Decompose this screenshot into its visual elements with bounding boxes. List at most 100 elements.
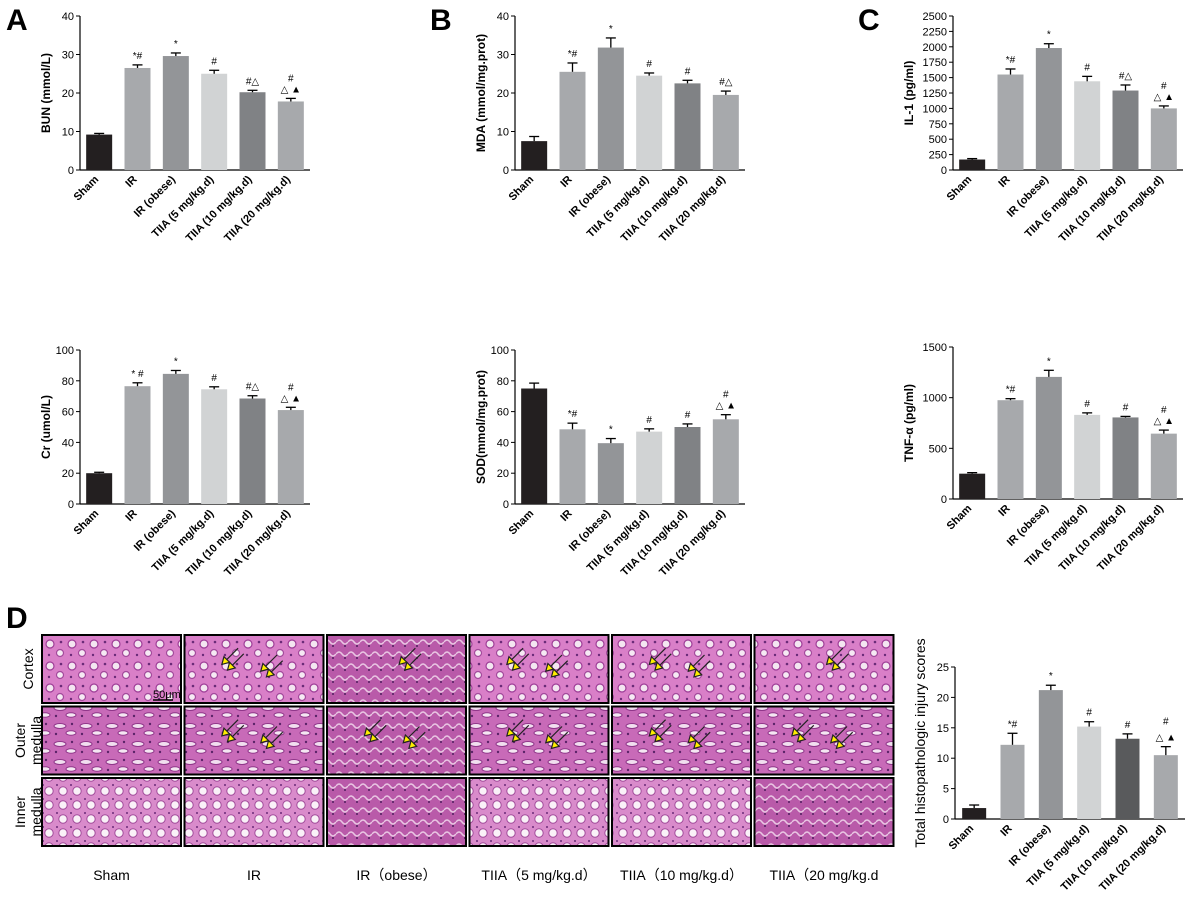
chart-il1: 0 250 500 750 1000 1250 1500 1750 2000 2250 2500 IL…: [902, 11, 1183, 245]
lesion-arrow-icon: [648, 719, 672, 743]
category-label: IR: [996, 503, 1012, 519]
category-label: TIIA (20 mg/kg.d): [1097, 822, 1168, 893]
lesion-arrow-icon: [398, 647, 422, 671]
y-tick-label: 0: [503, 165, 509, 177]
bar: [201, 389, 228, 504]
bar: [597, 443, 624, 504]
category-label: Sham: [507, 507, 537, 537]
y-axis-label: IL-1 (pg/ml): [902, 61, 916, 126]
y-tick-label: 500: [929, 443, 947, 455]
y-tick-label: 100: [56, 345, 74, 357]
lesion-arrow-icon: [790, 719, 815, 743]
histology-row-label: Cortex: [20, 648, 36, 689]
panel-label-a: A: [6, 4, 28, 37]
y-tick-label: 80: [497, 376, 509, 388]
y-tick-label: 30: [497, 50, 509, 62]
y-tick-label: 1000: [923, 393, 947, 405]
y-tick-label: 0: [503, 499, 509, 511]
panel-label-b: B: [430, 4, 452, 37]
bar: [239, 398, 266, 504]
y-tick-label: 20: [937, 692, 949, 704]
histology-row-label: Outermedulla: [12, 716, 44, 765]
y-tick-label: 1500: [923, 342, 947, 354]
y-tick-label: 1250: [923, 88, 947, 100]
bar: [86, 473, 113, 504]
significance-mark: *#: [568, 409, 578, 420]
y-tick-label: 0: [68, 165, 74, 177]
significance-mark: #: [646, 59, 652, 70]
significance-mark: △ ▲: [281, 393, 301, 404]
y-tick-label: 40: [62, 437, 74, 449]
lesion-arrow-icon: [687, 726, 711, 750]
bar: [636, 431, 663, 504]
y-tick-label: 2000: [923, 42, 947, 54]
y-tick-label: 1500: [923, 73, 947, 85]
bar: [86, 134, 113, 170]
y-tick-label: 0: [68, 499, 74, 511]
lesion-arrow-icon: [363, 719, 387, 743]
histology-column-label: TIIA（5 mg/kg.d）: [481, 867, 596, 883]
significance-mark: #: [723, 390, 729, 401]
significance-mark: *#: [1006, 385, 1016, 396]
significance-mark: *#: [1008, 719, 1018, 730]
bar: [559, 71, 586, 170]
lesion-arrow-icon: [505, 647, 530, 671]
y-axis-label: Total histopathologic injury scores: [912, 638, 928, 847]
significance-mark: #: [1123, 402, 1129, 413]
y-tick-label: 40: [497, 11, 509, 23]
bar: [1115, 738, 1140, 819]
histology-tile: [468, 777, 610, 847]
category-label: TIIA (10 mg/kg.d): [1057, 173, 1128, 244]
bar: [712, 419, 739, 504]
bar: [521, 141, 548, 170]
row-label-line: Outer: [12, 723, 28, 758]
category-label: TIIA (10 mg/kg.d): [619, 173, 690, 244]
scale-bar-label: 50μm: [153, 689, 181, 701]
panel-label-d: D: [6, 602, 28, 635]
bar: [124, 67, 151, 170]
bar: [559, 429, 586, 504]
lesion-arrow-icon: [829, 726, 854, 750]
category-label: IR: [123, 508, 139, 524]
y-tick-label: 10: [937, 753, 949, 765]
y-axis-label: TNF-α (pg/ml): [902, 384, 916, 462]
y-tick-label: 2500: [923, 11, 947, 23]
significance-mark: #: [211, 373, 217, 384]
y-tick-label: 1000: [923, 103, 947, 115]
lesion-arrow-icon: [687, 654, 711, 678]
bar: [1000, 744, 1025, 819]
y-tick-label: 100: [491, 345, 509, 357]
significance-mark: *#: [568, 49, 578, 60]
category-label: Sham: [945, 502, 975, 532]
significance-mark: *: [1049, 671, 1053, 682]
significance-mark: #: [685, 410, 691, 421]
category-label: TIIA (20 mg/kg.d): [657, 173, 728, 244]
significance-mark: #: [1161, 81, 1167, 92]
y-axis-label: MDA (mmol/mg.prot): [474, 34, 488, 152]
row-label-line: medulla: [28, 716, 44, 765]
row-label-line: medulla: [28, 787, 44, 836]
significance-mark: * #: [131, 369, 144, 380]
significance-mark: *: [174, 39, 178, 50]
lesion-arrow-icon: [259, 654, 284, 678]
category-label: TIIA (20 mg/kg.d): [222, 507, 293, 578]
lesion-arrow-icon: [648, 647, 672, 671]
category-label: TIIA (10 mg/kg.d): [1057, 502, 1128, 573]
bar: [201, 73, 228, 170]
histology-tile: [753, 705, 895, 776]
histology-tile: [41, 777, 182, 847]
significance-mark: *: [1047, 356, 1051, 367]
category-label: IR: [123, 174, 139, 190]
bar: [277, 101, 304, 170]
category-label: TIIA (20 mg/kg.d): [222, 173, 293, 244]
lesion-arrow-icon: [505, 719, 530, 743]
histology-tile: [611, 777, 752, 847]
category-label: TIIA (20 mg/kg.d): [1095, 502, 1166, 573]
bar: [712, 94, 739, 170]
histology-tile: [753, 634, 895, 704]
significance-mark: #△: [246, 382, 260, 393]
y-axis-label: SOD(mmol/mg.prot): [474, 370, 488, 484]
